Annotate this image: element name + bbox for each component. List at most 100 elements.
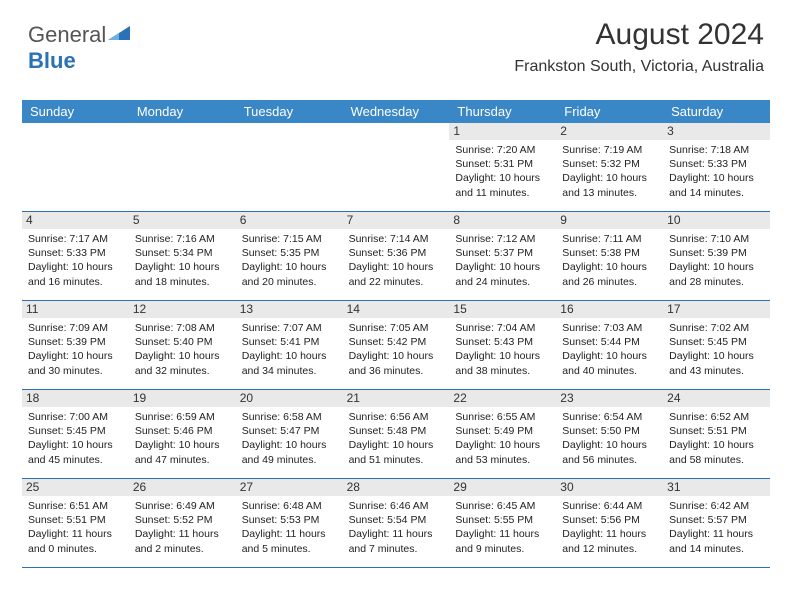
- day-number: 13: [236, 301, 343, 318]
- day-cell: 15 Sunrise: 7:04 AMSunset: 5:43 PMDayligh…: [449, 301, 556, 389]
- day-cell: 18Sunrise: 7:00 AMSunset: 5:45 PMDayligh…: [22, 390, 129, 478]
- day-cell: 14Sunrise: 7:05 AMSunset: 5:42 PMDayligh…: [343, 301, 450, 389]
- header-right: August 2024 Frankston South, Victoria, A…: [514, 18, 764, 76]
- day-number: 27: [236, 479, 343, 496]
- day-number: 2: [556, 123, 663, 140]
- day-cell: 7 Sunrise: 7:14 AMSunset: 5:36 PMDaylight…: [343, 212, 450, 300]
- day-number: 7: [343, 212, 450, 229]
- day-info: Sunrise: 7:16 AMSunset: 5:34 PMDaylight:…: [135, 232, 230, 289]
- day-number: 15: [449, 301, 556, 318]
- week-row: 1 Sunrise: 7:20 AMSunset: 5:31 PMDaylight…: [22, 123, 770, 212]
- day-number: 14: [343, 301, 450, 318]
- day-cell: 6 Sunrise: 7:15 AMSunset: 5:35 PMDaylight…: [236, 212, 343, 300]
- day-number: 1: [449, 123, 556, 140]
- day-number: 3: [663, 123, 770, 140]
- day-info: Sunrise: 7:19 AMSunset: 5:32 PMDaylight:…: [562, 143, 657, 200]
- day-info: Sunrise: 6:58 AMSunset: 5:47 PMDaylight:…: [242, 410, 337, 467]
- day-info: Sunrise: 7:11 AMSunset: 5:38 PMDaylight:…: [562, 232, 657, 289]
- day-cell: 10 Sunrise: 7:10 AMSunset: 5:39 PMDayligh…: [663, 212, 770, 300]
- day-number: 26: [129, 479, 236, 496]
- logo: General Blue: [28, 22, 132, 74]
- day-number: 25: [22, 479, 129, 496]
- day-cell: 13Sunrise: 7:07 AMSunset: 5:41 PMDayligh…: [236, 301, 343, 389]
- day-info: Sunrise: 6:51 AMSunset: 5:51 PMDaylight:…: [28, 499, 123, 556]
- day-info: Sunrise: 7:15 AMSunset: 5:35 PMDaylight:…: [242, 232, 337, 289]
- day-info: Sunrise: 7:20 AMSunset: 5:31 PMDaylight:…: [455, 143, 550, 200]
- day-info: Sunrise: 6:54 AMSunset: 5:50 PMDaylight:…: [562, 410, 657, 467]
- day-cell-empty: [129, 123, 236, 211]
- day-cell: 24Sunrise: 6:52 AMSunset: 5:51 PMDayligh…: [663, 390, 770, 478]
- day-info: Sunrise: 7:08 AMSunset: 5:40 PMDaylight:…: [135, 321, 230, 378]
- day-info: Sunrise: 6:44 AMSunset: 5:56 PMDaylight:…: [562, 499, 657, 556]
- day-info: Sunrise: 6:49 AMSunset: 5:52 PMDaylight:…: [135, 499, 230, 556]
- day-cell: 5Sunrise: 7:16 AMSunset: 5:34 PMDaylight…: [129, 212, 236, 300]
- day-cell: 1 Sunrise: 7:20 AMSunset: 5:31 PMDaylight…: [449, 123, 556, 211]
- month-title: August 2024: [514, 18, 764, 52]
- day-info: Sunrise: 7:09 AMSunset: 5:39 PMDaylight:…: [28, 321, 123, 378]
- day-info: Sunrise: 6:42 AMSunset: 5:57 PMDaylight:…: [669, 499, 764, 556]
- calendar: SundayMondayTuesdayWednesdayThursdayFrid…: [22, 100, 770, 568]
- day-cell: 22 Sunrise: 6:55 AMSunset: 5:49 PMDayligh…: [449, 390, 556, 478]
- day-cell: 16Sunrise: 7:03 AMSunset: 5:44 PMDayligh…: [556, 301, 663, 389]
- day-cell: 20 Sunrise: 6:58 AMSunset: 5:47 PMDayligh…: [236, 390, 343, 478]
- logo-text-general: General: [28, 22, 106, 47]
- day-info: Sunrise: 7:10 AMSunset: 5:39 PMDaylight:…: [669, 232, 764, 289]
- day-cell: 29 Sunrise: 6:45 AMSunset: 5:55 PMDayligh…: [449, 479, 556, 567]
- day-number: 24: [663, 390, 770, 407]
- day-number: 8: [449, 212, 556, 229]
- day-cell: 27 Sunrise: 6:48 AMSunset: 5:53 PMDayligh…: [236, 479, 343, 567]
- week-row: 25 Sunrise: 6:51 AMSunset: 5:51 PMDayligh…: [22, 479, 770, 568]
- day-header-cell: Friday: [556, 100, 663, 123]
- day-number: 29: [449, 479, 556, 496]
- day-header-cell: Sunday: [22, 100, 129, 123]
- day-number: 4: [22, 212, 129, 229]
- day-cell-empty: [236, 123, 343, 211]
- day-cell-empty: [22, 123, 129, 211]
- day-number: 28: [343, 479, 450, 496]
- day-cell: 8 Sunrise: 7:12 AMSunset: 5:37 PMDaylight…: [449, 212, 556, 300]
- day-info: Sunrise: 6:55 AMSunset: 5:49 PMDaylight:…: [455, 410, 550, 467]
- day-cell: 23Sunrise: 6:54 AMSunset: 5:50 PMDayligh…: [556, 390, 663, 478]
- day-info: Sunrise: 6:48 AMSunset: 5:53 PMDaylight:…: [242, 499, 337, 556]
- day-number: 11: [22, 301, 129, 318]
- day-number: 22: [449, 390, 556, 407]
- day-cell: 21Sunrise: 6:56 AMSunset: 5:48 PMDayligh…: [343, 390, 450, 478]
- day-header-cell: Tuesday: [236, 100, 343, 123]
- day-cell: 25 Sunrise: 6:51 AMSunset: 5:51 PMDayligh…: [22, 479, 129, 567]
- day-info: Sunrise: 7:18 AMSunset: 5:33 PMDaylight:…: [669, 143, 764, 200]
- day-info: Sunrise: 7:04 AMSunset: 5:43 PMDaylight:…: [455, 321, 550, 378]
- day-number: 10: [663, 212, 770, 229]
- day-cell: 11 Sunrise: 7:09 AMSunset: 5:39 PMDayligh…: [22, 301, 129, 389]
- day-number: 9: [556, 212, 663, 229]
- day-info: Sunrise: 7:17 AMSunset: 5:33 PMDaylight:…: [28, 232, 123, 289]
- day-info: Sunrise: 6:46 AMSunset: 5:54 PMDaylight:…: [349, 499, 444, 556]
- day-number: 16: [556, 301, 663, 318]
- day-info: Sunrise: 7:12 AMSunset: 5:37 PMDaylight:…: [455, 232, 550, 289]
- day-header-cell: Saturday: [663, 100, 770, 123]
- day-number: 21: [343, 390, 450, 407]
- week-row: 4 Sunrise: 7:17 AMSunset: 5:33 PMDaylight…: [22, 212, 770, 301]
- day-cell: 17 Sunrise: 7:02 AMSunset: 5:45 PMDayligh…: [663, 301, 770, 389]
- day-cell: 30 Sunrise: 6:44 AMSunset: 5:56 PMDayligh…: [556, 479, 663, 567]
- day-cell: 12 Sunrise: 7:08 AMSunset: 5:40 PMDayligh…: [129, 301, 236, 389]
- day-cell: 26 Sunrise: 6:49 AMSunset: 5:52 PMDayligh…: [129, 479, 236, 567]
- day-cell: 31 Sunrise: 6:42 AMSunset: 5:57 PMDayligh…: [663, 479, 770, 567]
- day-header-cell: Thursday: [449, 100, 556, 123]
- logo-triangle-icon: [108, 26, 132, 42]
- day-number: 12: [129, 301, 236, 318]
- day-number: 20: [236, 390, 343, 407]
- day-cell: 2 Sunrise: 7:19 AMSunset: 5:32 PMDaylight…: [556, 123, 663, 211]
- logo-text-blue: Blue: [28, 48, 76, 73]
- day-info: Sunrise: 7:02 AMSunset: 5:45 PMDaylight:…: [669, 321, 764, 378]
- day-number: 31: [663, 479, 770, 496]
- day-number: 6: [236, 212, 343, 229]
- day-number: 17: [663, 301, 770, 318]
- day-number: 30: [556, 479, 663, 496]
- day-cell: 9 Sunrise: 7:11 AMSunset: 5:38 PMDaylight…: [556, 212, 663, 300]
- day-header-row: SundayMondayTuesdayWednesdayThursdayFrid…: [22, 100, 770, 123]
- day-info: Sunrise: 7:14 AMSunset: 5:36 PMDaylight:…: [349, 232, 444, 289]
- day-info: Sunrise: 6:45 AMSunset: 5:55 PMDaylight:…: [455, 499, 550, 556]
- day-cell-empty: [343, 123, 450, 211]
- day-info: Sunrise: 6:59 AMSunset: 5:46 PMDaylight:…: [135, 410, 230, 467]
- location: Frankston South, Victoria, Australia: [514, 58, 764, 76]
